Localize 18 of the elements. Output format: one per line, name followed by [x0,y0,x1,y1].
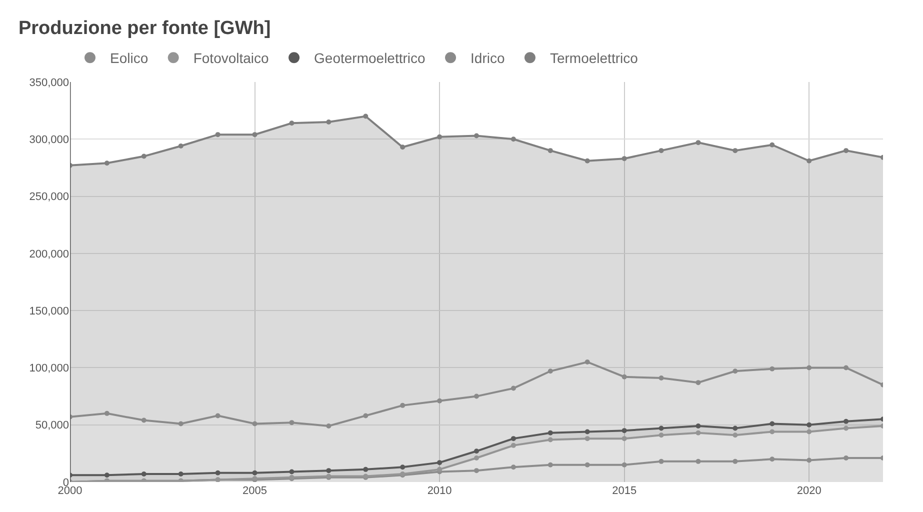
x-tick-label: 2015 [612,485,637,497]
y-tick-label: 200,000 [29,248,69,260]
x-tick-label: 2010 [427,485,452,497]
legend-label: Idrico [470,50,505,66]
x-tick-label: 2000 [58,485,82,497]
legend-label: Eolico [110,50,148,66]
y-tick-label: 100,000 [29,362,69,375]
legend-label: Geotermoelettrico [314,50,426,66]
y-tick-label: 250,000 [29,191,69,204]
y-tick-label: 50,000 [35,420,69,432]
x-tick-label: 2005 [242,485,268,497]
x-tick-label: 2020 [796,485,822,497]
legend-label: Fotovoltaico [193,50,270,66]
y-tick-label: 150,000 [29,305,69,318]
chart-title: Produzione per fonte [GWh] [18,18,271,39]
y-tick-label: 350,000 [29,76,69,89]
legend-label: Termoelettrico [550,50,638,66]
y-tick-label: 300,000 [29,134,69,146]
